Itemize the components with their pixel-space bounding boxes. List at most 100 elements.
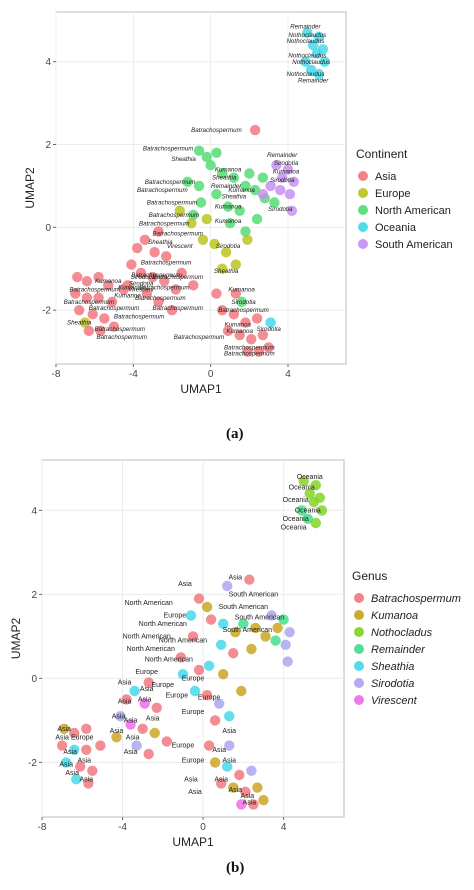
- data-point: [257, 329, 269, 341]
- y-tick-label: 2: [31, 590, 37, 601]
- data-point: [248, 799, 259, 810]
- data-point: [222, 580, 233, 592]
- data-point: [277, 172, 288, 183]
- data-point: [201, 213, 212, 225]
- data-point: [263, 342, 274, 353]
- point-annotation: Kumanoa: [224, 322, 251, 329]
- data-point: [228, 648, 239, 659]
- point-annotation: Sirodotia: [129, 280, 154, 287]
- x-tick-label: 4: [281, 822, 287, 833]
- data-point: [205, 614, 217, 625]
- data-point: [115, 711, 126, 722]
- data-point: [126, 259, 137, 270]
- y-tick-label: -2: [42, 306, 51, 317]
- data-point: [170, 284, 182, 295]
- point-annotation: Asia: [124, 749, 138, 756]
- point-annotation: Europe: [71, 734, 94, 741]
- data-point: [249, 184, 261, 196]
- legend-title: Genus: [352, 569, 387, 583]
- point-annotation: Kumanoa: [215, 218, 242, 225]
- x-axis-label: UMAP1: [180, 382, 222, 396]
- legend-entry: Nothocladus: [371, 627, 433, 639]
- data-point: [103, 280, 114, 291]
- data-point: [95, 325, 106, 337]
- x-tick-label: -4: [129, 369, 138, 380]
- data-point: [311, 48, 323, 59]
- data-point: [201, 151, 212, 163]
- point-annotation: Asia: [146, 715, 160, 722]
- x-tick-label: 0: [208, 369, 214, 380]
- legend-entry: South American: [375, 239, 453, 251]
- data-point: [302, 513, 313, 524]
- legend-entry: Sirodotia: [371, 678, 414, 690]
- point-annotation: Europe: [135, 669, 158, 676]
- point-annotation: Sheathia: [171, 156, 196, 163]
- point-annotation: Sheathia: [212, 175, 237, 182]
- legend-swatch: [358, 205, 368, 215]
- point-annotation: Sirodotia: [256, 326, 281, 333]
- data-point: [143, 677, 154, 688]
- panel-b-caption: (b): [226, 860, 245, 876]
- point-annotation: Oceania: [283, 516, 309, 523]
- point-annotation: Kumanoa: [95, 278, 122, 285]
- data-point: [83, 325, 95, 337]
- data-point: [209, 238, 220, 250]
- data-point: [209, 715, 221, 726]
- point-annotation: North American: [125, 600, 173, 607]
- data-point: [260, 631, 271, 642]
- point-annotation: Sirodotia: [216, 243, 241, 250]
- point-annotation: South American: [219, 604, 269, 611]
- legend-swatch: [358, 239, 368, 249]
- data-point: [217, 304, 228, 316]
- data-point: [81, 292, 93, 303]
- point-annotation: Batrachospermum: [191, 127, 242, 134]
- data-point: [310, 517, 322, 529]
- data-point: [108, 321, 120, 332]
- point-annotation: Batrachospermum: [64, 299, 115, 306]
- data-point: [306, 64, 317, 76]
- y-axis-label: UMAP2: [23, 167, 37, 209]
- legend-swatch: [354, 644, 364, 654]
- data-point: [87, 765, 98, 776]
- data-point: [230, 627, 241, 638]
- data-point: [230, 259, 241, 270]
- data-point: [240, 226, 251, 237]
- data-point: [93, 271, 104, 283]
- point-annotation: Sheathia: [222, 193, 247, 200]
- point-annotation: Batrachospermum: [149, 212, 200, 219]
- point-annotation: Europe: [172, 743, 195, 750]
- point-annotation: Oceania: [283, 497, 309, 504]
- data-point: [153, 296, 164, 308]
- legend-entry: North American: [375, 205, 451, 217]
- point-annotation: Asia: [65, 770, 79, 777]
- point-annotation: Virescent: [128, 287, 154, 294]
- data-point: [129, 685, 140, 697]
- data-point: [153, 226, 164, 237]
- point-annotation: Batrachospermum: [145, 179, 196, 186]
- data-point: [280, 639, 291, 650]
- point-annotation: Kumanoa: [228, 187, 255, 194]
- legend-swatch: [354, 678, 364, 688]
- x-tick-label: -8: [38, 822, 47, 833]
- point-annotation: Kumanoa: [215, 204, 242, 211]
- legend-swatch: [358, 171, 368, 181]
- data-point: [175, 652, 187, 663]
- data-point: [174, 205, 185, 216]
- y-tick-label: -2: [28, 758, 37, 769]
- data-point: [251, 213, 263, 225]
- point-annotation: Asia: [57, 726, 71, 733]
- point-annotation: Asia: [63, 749, 77, 756]
- data-point: [143, 748, 154, 760]
- point-annotation: Europe: [166, 692, 189, 699]
- data-point: [166, 304, 178, 316]
- data-point: [310, 480, 322, 491]
- point-annotation: Batrachospermum: [135, 295, 186, 302]
- data-point: [182, 176, 193, 187]
- data-point: [209, 757, 221, 768]
- data-point: [282, 164, 294, 175]
- point-annotation: Nothoclaudus: [292, 59, 330, 66]
- data-point: [217, 263, 228, 274]
- point-annotation: Batrachospermum: [143, 146, 194, 153]
- point-annotation: Asia: [243, 799, 257, 806]
- data-point: [211, 147, 222, 158]
